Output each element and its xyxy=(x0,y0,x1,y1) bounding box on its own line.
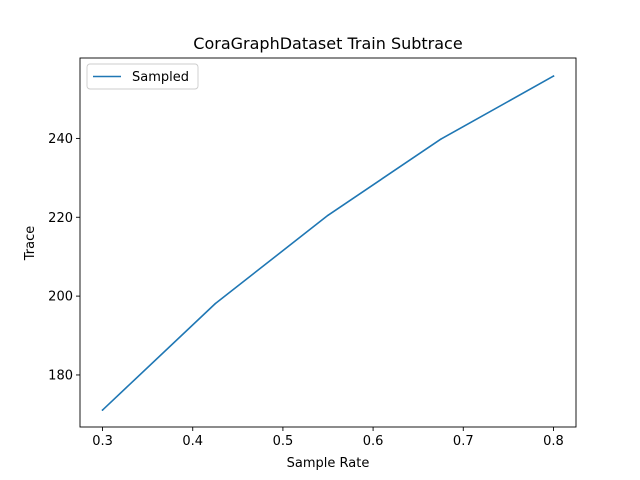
x-tick-label: 0.5 xyxy=(273,434,294,449)
y-axis-label: Trace xyxy=(23,226,38,262)
chart-title: CoraGraphDataset Train Subtrace xyxy=(193,34,462,53)
data-point xyxy=(327,214,329,217)
x-tick-label: 0.3 xyxy=(92,434,113,449)
legend-box xyxy=(86,63,199,90)
data-point xyxy=(214,302,217,305)
y-tick-label: 220 xyxy=(48,211,73,226)
x-tick-label: 0.7 xyxy=(453,434,474,449)
legend-label-0: Sampled xyxy=(132,70,189,85)
x-tick-label: 0.4 xyxy=(182,434,203,449)
x-axis-label: Sample Rate xyxy=(287,456,370,471)
y-tick-label: 240 xyxy=(48,132,73,147)
y-tick-label: 180 xyxy=(48,368,73,383)
data-point xyxy=(101,409,104,411)
data-point xyxy=(552,75,555,77)
data-point xyxy=(439,138,442,141)
y-tick-label: 200 xyxy=(48,290,73,305)
x-tick-label: 0.8 xyxy=(543,434,564,449)
x-tick-label: 0.6 xyxy=(363,434,384,449)
axes-frame xyxy=(79,57,577,428)
plot-area: 0.3 0.4 0.5 0.6 0.7 0.8 180 200 220 240 Sampled xyxy=(48,57,577,449)
